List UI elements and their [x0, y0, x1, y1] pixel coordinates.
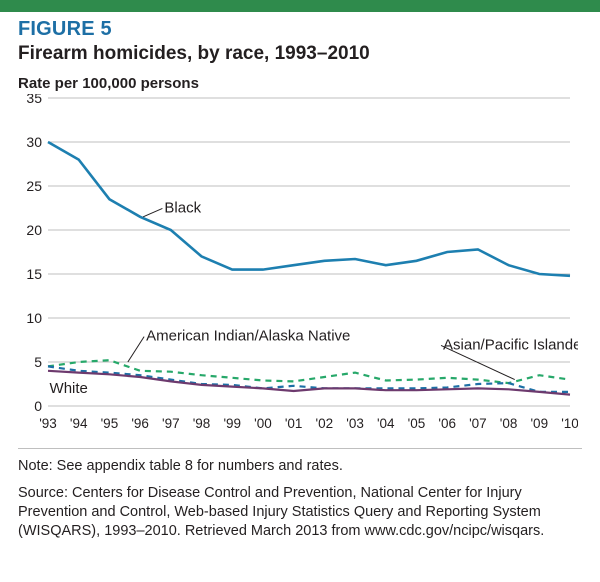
note-text: Note: See appendix table 8 for numbers a… — [18, 457, 582, 476]
svg-text:'93: '93 — [39, 416, 57, 431]
series-american-indian-alaska-native — [48, 360, 570, 383]
svg-text:'09: '09 — [530, 416, 548, 431]
svg-text:0: 0 — [34, 398, 42, 414]
svg-text:'03: '03 — [346, 416, 364, 431]
svg-text:'06: '06 — [438, 416, 456, 431]
series-label-american-indian-alaska-native: American Indian/Alaska Native — [146, 328, 350, 345]
line-chart-svg: 0 5 10 15 20 25 30 35 '93 '94 '95 '96 '97 '98 '99 '00 '0… — [18, 94, 578, 434]
svg-text:'94: '94 — [70, 416, 88, 431]
svg-text:25: 25 — [26, 178, 42, 194]
figure-topbar — [0, 0, 600, 12]
svg-text:'04: '04 — [377, 416, 395, 431]
svg-text:'99: '99 — [223, 416, 241, 431]
svg-text:'95: '95 — [101, 416, 119, 431]
svg-text:10: 10 — [26, 310, 42, 326]
series-black — [48, 142, 570, 276]
svg-text:'01: '01 — [285, 416, 303, 431]
svg-text:'97: '97 — [162, 416, 180, 431]
svg-text:'07: '07 — [469, 416, 487, 431]
source-text: Source: Centers for Disease Control and … — [18, 484, 582, 541]
svg-text:15: 15 — [26, 266, 42, 282]
chart: 0 5 10 15 20 25 30 35 '93 '94 '95 '96 '97 '98 '99 '00 '0… — [18, 94, 578, 434]
svg-text:'08: '08 — [500, 416, 518, 431]
svg-text:'00: '00 — [254, 416, 272, 431]
svg-text:'10: '10 — [561, 416, 578, 431]
svg-text:'98: '98 — [193, 416, 211, 431]
figure-title: Firearm homicides, by race, 1993–2010 — [18, 43, 582, 65]
svg-text:30: 30 — [26, 134, 42, 150]
series-label-asian-pacific-islander: Asian/Pacific Islander — [443, 336, 578, 353]
svg-text:'96: '96 — [131, 416, 149, 431]
series-label-white: White — [50, 380, 88, 397]
series-label-black: Black — [164, 199, 201, 216]
svg-text:5: 5 — [34, 354, 42, 370]
svg-text:'05: '05 — [408, 416, 426, 431]
svg-text:20: 20 — [26, 222, 42, 238]
figure-notes: Note: See appendix table 8 for numbers a… — [18, 448, 582, 542]
figure-card: FIGURE 5 Firearm homicides, by race, 199… — [0, 0, 600, 582]
figure-label: FIGURE 5 — [18, 18, 582, 41]
svg-text:'02: '02 — [316, 416, 334, 431]
svg-text:35: 35 — [26, 94, 42, 106]
y-axis-title: Rate per 100,000 persons — [18, 75, 582, 92]
